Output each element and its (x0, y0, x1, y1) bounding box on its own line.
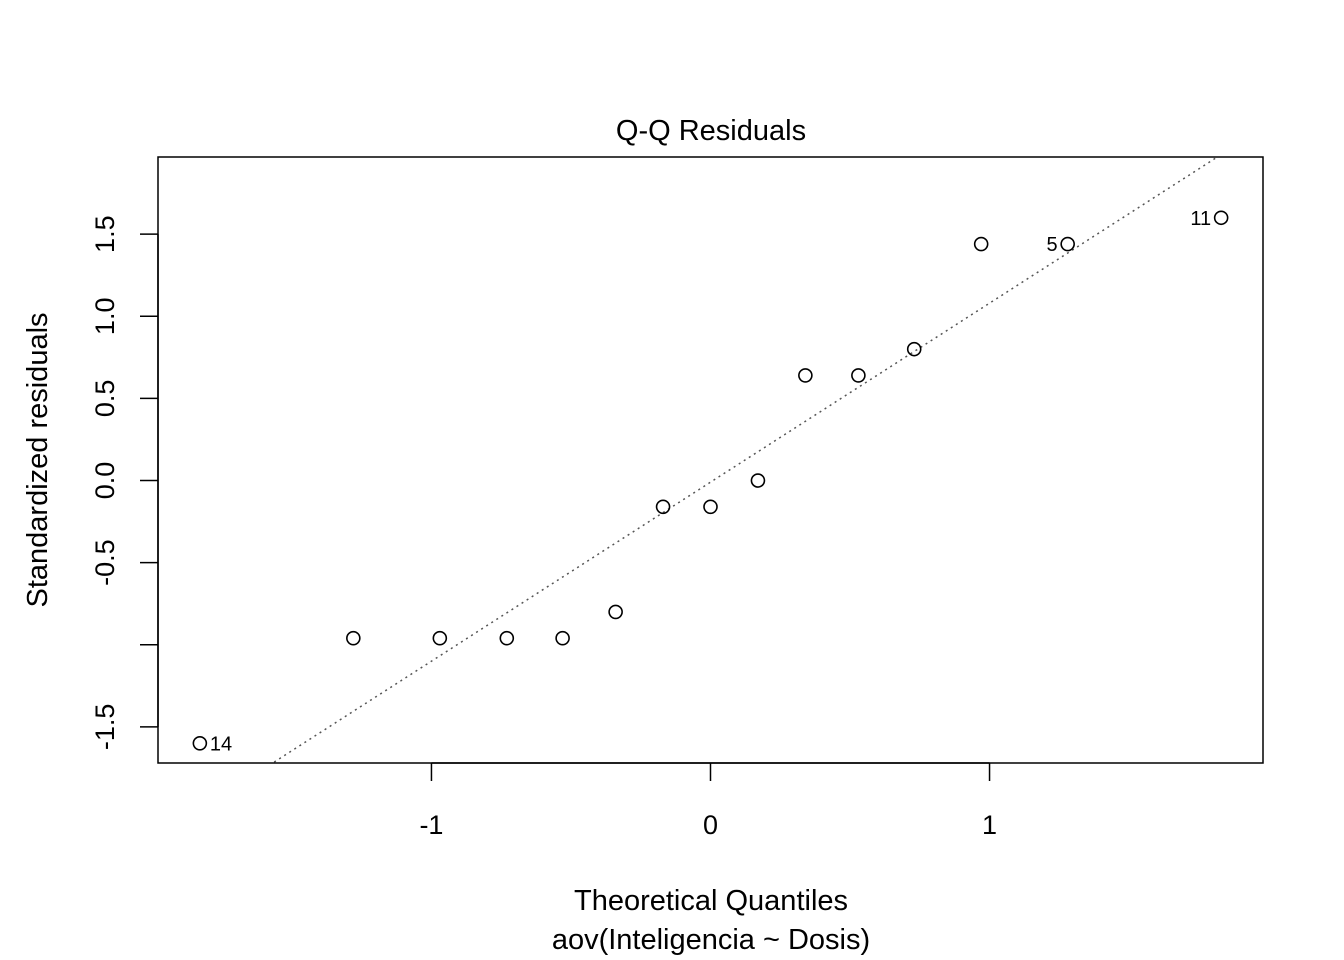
point-label: 14 (210, 733, 232, 755)
x-axis-label: Theoretical Quantiles (574, 885, 848, 917)
data-point (555, 630, 570, 646)
data-point (432, 630, 448, 646)
data-point (906, 341, 922, 357)
data-point (703, 499, 718, 515)
y-tick-label: 0.0 (90, 462, 120, 500)
data-point (346, 630, 361, 646)
data-point (655, 499, 671, 515)
data-point (1213, 210, 1229, 226)
y-axis: -1.5 -0.5 0.0 0.5 1.0 1.5 (90, 215, 159, 751)
chart-title: Q-Q Residuals (616, 115, 806, 147)
point-labels: 14 5 11 (210, 208, 1211, 756)
data-point (973, 236, 989, 252)
x-tick-label: 1 (982, 810, 997, 840)
data-point (750, 473, 766, 488)
data-point (192, 735, 208, 751)
y-tick-label: 1.5 (90, 215, 120, 253)
plot-frame (157, 156, 1264, 764)
x-tick-label: -1 (419, 810, 443, 840)
point-label: 5 (1047, 234, 1058, 256)
data-point (798, 368, 813, 383)
y-tick-label: 0.5 (90, 380, 120, 418)
model-formula-label: aov(Inteligencia ~ Dosis) (552, 924, 870, 956)
y-tick-label: -0.5 (90, 539, 120, 586)
data-point (1060, 236, 1075, 252)
x-tick-label: 0 (703, 810, 718, 840)
y-tick-label: 1.0 (90, 298, 120, 336)
data-point (499, 630, 515, 646)
y-tick-label: -1.5 (90, 704, 120, 751)
x-axis: -1 0 1 (419, 762, 997, 840)
point-label: 11 (1190, 208, 1211, 230)
qq-reference-line (271, 157, 1219, 763)
data-points (192, 210, 1229, 751)
data-point (608, 604, 623, 620)
y-axis-label: Standardized residuals (22, 312, 54, 607)
data-point (851, 368, 866, 383)
